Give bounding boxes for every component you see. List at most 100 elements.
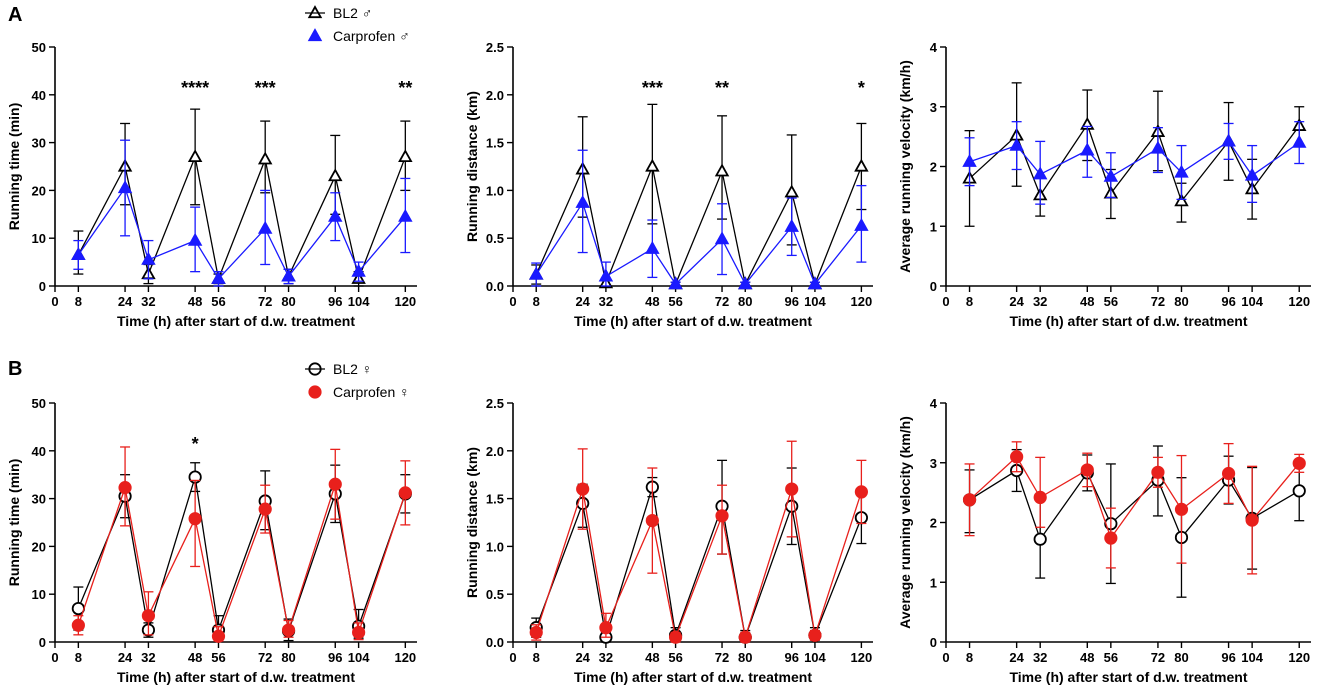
- x-tick-label: 8: [966, 650, 973, 665]
- data-point: [71, 618, 85, 632]
- significance-label: *: [858, 78, 865, 98]
- x-tick-label: 48: [188, 294, 202, 309]
- data-point: [1033, 490, 1047, 505]
- y-tick-label: 3: [930, 100, 937, 115]
- data-point: [257, 151, 273, 165]
- y-tick-label: 2.5: [486, 396, 504, 411]
- x-tick-label: 72: [715, 650, 729, 665]
- data-point: [1032, 166, 1048, 180]
- significance-label: **: [398, 78, 412, 98]
- x-axis-title: Time (h) after start of d.w. treatment: [117, 669, 355, 685]
- y-tick-label: 1: [930, 575, 937, 590]
- y-tick-label: 30: [32, 492, 46, 507]
- y-tick-label: 2: [930, 516, 937, 531]
- y-axis-title: Running distance (km): [464, 91, 480, 242]
- data-point: [1174, 502, 1189, 516]
- x-tick-label: 24: [1009, 650, 1024, 665]
- y-tick-label: 20: [32, 183, 46, 198]
- data-point: [645, 240, 660, 254]
- data-point: [854, 217, 869, 231]
- data-point: [784, 218, 799, 232]
- chart-panel-A-distance: 0.0 0.5 1.0 1.5 2.0 2.5 0 8 24 32 48 56 72 80 96 104 120…: [464, 40, 873, 329]
- data-point: [668, 276, 683, 290]
- data-point: [1150, 140, 1166, 154]
- data-point: [784, 184, 799, 198]
- series-0: [962, 82, 1307, 227]
- y-tick-label: 10: [32, 231, 46, 246]
- y-tick-label: 1: [930, 219, 937, 234]
- x-tick-label: 104: [804, 294, 826, 309]
- data-point: [188, 512, 202, 526]
- series-line: [77, 154, 406, 282]
- y-tick-label: 3: [930, 456, 937, 471]
- y-tick-label: 0: [39, 635, 46, 650]
- y-tick-label: 2.0: [486, 88, 504, 103]
- x-tick-label: 96: [784, 294, 798, 309]
- x-tick-label: 104: [1241, 650, 1263, 665]
- y-tick-label: 0: [930, 635, 937, 650]
- significance-label: **: [715, 78, 729, 98]
- y-tick-label: 1.5: [486, 136, 504, 151]
- data-point: [328, 477, 342, 491]
- data-point: [599, 621, 613, 635]
- data-point: [715, 509, 729, 523]
- data-point: [807, 276, 823, 290]
- data-point: [187, 232, 203, 246]
- data-point: [575, 194, 590, 208]
- x-tick-label: 96: [1221, 294, 1235, 309]
- x-tick-label: 0: [942, 294, 949, 309]
- data-point: [328, 168, 343, 182]
- x-tick-label: 72: [1151, 294, 1165, 309]
- data-point: [258, 502, 272, 516]
- series-1: [71, 139, 413, 287]
- x-tick-label: 8: [75, 294, 82, 309]
- data-point: [598, 268, 614, 282]
- legend-label: Carprofen ♂: [333, 28, 410, 44]
- legend-marker: [308, 385, 322, 399]
- data-point: [785, 482, 799, 496]
- data-point: [1033, 532, 1047, 546]
- chart-panel-B-time: 0 10 20 30 40 50 0 8 24 32 48 56 72 80 96 104 120 Time (h…: [6, 396, 417, 685]
- x-tick-label: 120: [851, 294, 873, 309]
- chart-panel-B-distance: 0.0 0.5 1.0 1.5 2.0 2.5 0 8 24 32 48 56 72 80 96 104 120…: [464, 396, 873, 685]
- x-tick-label: 96: [328, 650, 342, 665]
- data-point: [117, 180, 133, 194]
- data-point: [187, 149, 203, 163]
- data-point: [645, 158, 660, 172]
- series-0: [71, 108, 413, 287]
- x-tick-label: 8: [966, 294, 973, 309]
- series-1: [71, 446, 412, 643]
- x-tick-label: 96: [784, 650, 798, 665]
- x-tick-label: 104: [804, 650, 826, 665]
- data-point: [1244, 167, 1260, 181]
- panel-letter: B: [8, 358, 22, 380]
- legend-label: BL2 ♂: [333, 5, 372, 21]
- data-point: [352, 625, 366, 640]
- data-point: [118, 481, 132, 495]
- x-tick-label: 56: [211, 650, 225, 665]
- x-tick-label: 80: [1174, 650, 1188, 665]
- panel-letter: A: [8, 4, 22, 26]
- series-line: [535, 201, 862, 286]
- x-tick-label: 120: [851, 650, 873, 665]
- y-tick-label: 0: [39, 279, 46, 294]
- x-tick-label: 56: [668, 294, 682, 309]
- x-tick-label: 72: [258, 650, 272, 665]
- y-axis-title: Average running velocity (km/h): [897, 416, 913, 629]
- series-line: [535, 486, 862, 640]
- x-axis-title: Time (h) after start of d.w. treatment: [574, 669, 812, 685]
- chart-panel-A-velocity: 0 1 2 3 4 0 8 24 32 48 56 72 80 96 104 120 Time (h) afte…: [897, 40, 1311, 329]
- data-point: [1291, 134, 1307, 148]
- legend: BL2 ♀ Carprofen ♀: [305, 361, 410, 400]
- y-tick-label: 30: [32, 136, 46, 151]
- data-point: [1221, 466, 1236, 481]
- x-tick-label: 104: [1241, 294, 1263, 309]
- x-tick-label: 0: [509, 650, 516, 665]
- significance-label: ***: [642, 78, 663, 98]
- data-point: [1010, 450, 1024, 464]
- data-point: [529, 625, 543, 640]
- x-tick-label: 96: [328, 294, 342, 309]
- data-point: [1151, 465, 1165, 479]
- x-tick-label: 80: [738, 294, 752, 309]
